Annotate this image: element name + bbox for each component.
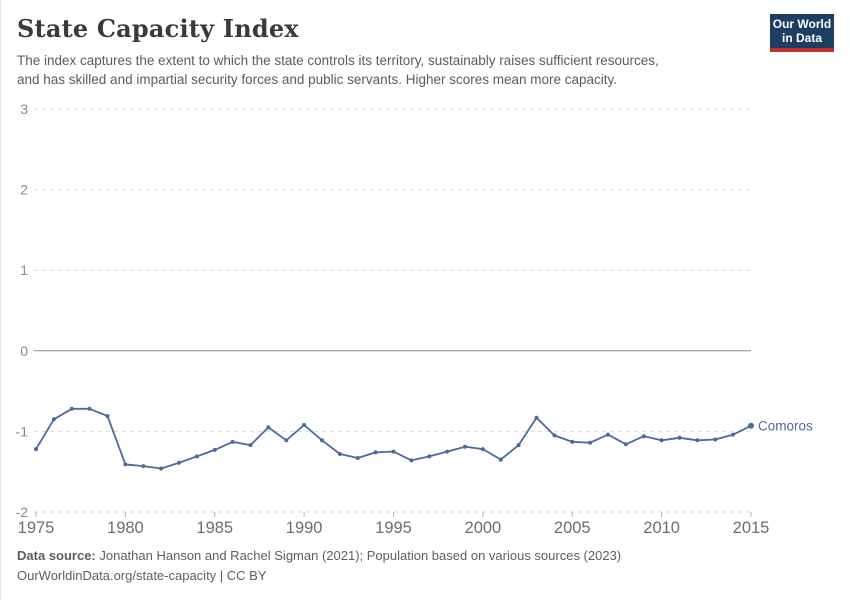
- y-axis-tick-label: 1: [20, 262, 28, 278]
- x-axis-tick-label: 2005: [554, 519, 591, 537]
- data-point[interactable]: [713, 437, 718, 442]
- data-point[interactable]: [51, 417, 56, 422]
- data-point[interactable]: [266, 425, 271, 430]
- data-source-label: Data source:: [17, 548, 96, 563]
- x-axis-tick-label: 2010: [643, 519, 680, 537]
- data-point[interactable]: [606, 432, 610, 437]
- data-point[interactable]: [123, 462, 128, 467]
- data-point[interactable]: [194, 454, 199, 459]
- x-axis-tick-label: 1995: [375, 519, 412, 537]
- data-point[interactable]: [409, 458, 414, 463]
- data-point[interactable]: [480, 447, 485, 452]
- data-point[interactable]: [463, 444, 467, 449]
- y-axis-tick-label: 2: [20, 182, 28, 198]
- data-source-line: Data source: Jonathan Hanson and Rachel …: [17, 546, 621, 566]
- data-point[interactable]: [677, 435, 682, 440]
- data-point[interactable]: [105, 414, 110, 419]
- y-axis-tick-label: 0: [20, 343, 28, 359]
- data-point[interactable]: [248, 443, 253, 448]
- data-point[interactable]: [373, 450, 378, 455]
- data-point[interactable]: [534, 415, 539, 420]
- data-point[interactable]: [284, 438, 289, 443]
- subtitle-line-1: The index captures the extent to which t…: [17, 53, 659, 68]
- y-axis-tick-label: 3: [20, 101, 28, 117]
- data-point[interactable]: [141, 464, 146, 469]
- data-point[interactable]: [588, 440, 593, 445]
- series-end-label[interactable]: Comoros: [758, 418, 813, 433]
- data-point[interactable]: [391, 449, 396, 454]
- data-point[interactable]: [623, 442, 628, 447]
- x-axis-tick-label: 1985: [196, 519, 233, 537]
- x-axis-tick-label: 1980: [107, 519, 144, 537]
- data-point[interactable]: [445, 449, 450, 454]
- data-point[interactable]: [337, 452, 342, 456]
- data-point[interactable]: [659, 438, 664, 443]
- data-point[interactable]: [427, 454, 432, 459]
- owid-logo-line-1: Our World: [772, 17, 832, 31]
- owid-logo[interactable]: Our World in Data: [770, 14, 834, 52]
- data-point[interactable]: [159, 466, 164, 471]
- chart-footer: Data source: Jonathan Hanson and Rachel …: [17, 546, 621, 586]
- series-line-comoros[interactable]: [35, 407, 752, 470]
- data-point[interactable]: [695, 438, 700, 443]
- owid-logo-line-2: in Data: [781, 31, 822, 45]
- owid-url-license-link[interactable]: OurWorldinData.org/state-capacity | CC B…: [17, 568, 267, 583]
- data-point[interactable]: [302, 423, 307, 427]
- data-point[interactable]: [552, 433, 557, 438]
- data-point[interactable]: [212, 447, 217, 452]
- data-point[interactable]: [516, 443, 521, 448]
- x-axis-tick-label: 2015: [733, 519, 770, 537]
- x-axis-tick-label: 1975: [18, 519, 55, 537]
- x-axis-tick-label: 1990: [286, 519, 323, 537]
- data-point[interactable]: [69, 406, 74, 411]
- data-point[interactable]: [731, 432, 736, 437]
- data-point[interactable]: [748, 422, 754, 429]
- data-point[interactable]: [177, 460, 181, 465]
- data-point[interactable]: [87, 406, 92, 411]
- data-point[interactable]: [641, 434, 646, 439]
- logo-red-bar: [770, 48, 834, 52]
- x-axis-tick-label: 2000: [465, 519, 502, 537]
- y-axis-tick-label: -2: [16, 504, 29, 520]
- data-point[interactable]: [570, 439, 575, 444]
- chart-subtitle: The index captures the extent to which t…: [17, 51, 659, 89]
- data-point[interactable]: [320, 438, 324, 443]
- owid-logo-text: Our World in Data: [770, 14, 834, 48]
- data-point[interactable]: [355, 456, 360, 460]
- page-title: State Capacity Index: [17, 14, 299, 43]
- data-point[interactable]: [230, 439, 235, 444]
- data-source-text: Jonathan Hanson and Rachel Sigman (2021)…: [95, 548, 622, 563]
- y-axis-tick-label: -1: [16, 423, 29, 439]
- subtitle-line-2: and has skilled and impartial security f…: [17, 72, 618, 87]
- data-point[interactable]: [34, 447, 38, 452]
- data-point[interactable]: [498, 457, 503, 462]
